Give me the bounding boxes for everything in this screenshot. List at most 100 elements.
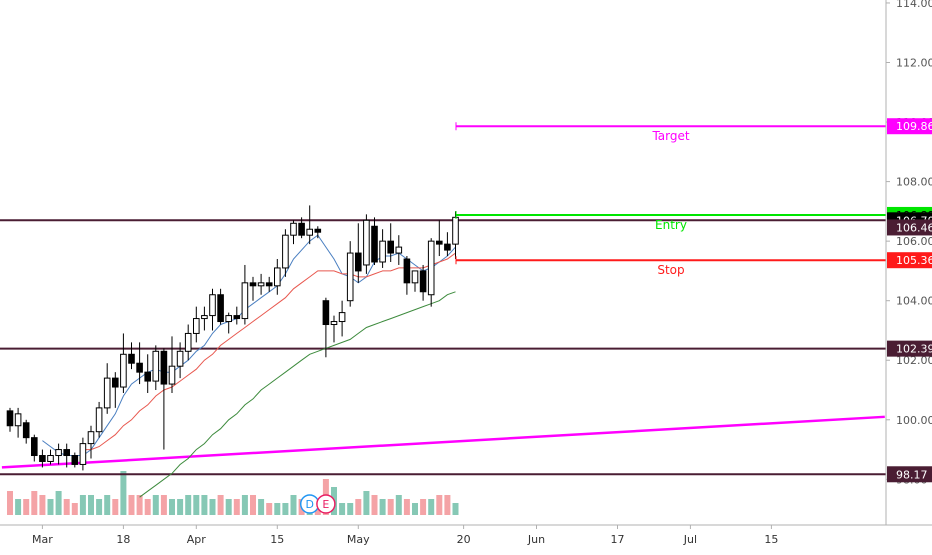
- candle: [419, 264, 427, 301]
- volume-bar: [88, 495, 94, 515]
- candle-body: [330, 321, 338, 326]
- volume-bar: [71, 503, 78, 515]
- volume-bar: [266, 503, 273, 515]
- candle: [144, 354, 151, 393]
- candle-body: [346, 252, 354, 302]
- x-tick-label: Jul: [683, 533, 697, 546]
- candle: [95, 401, 103, 438]
- candle: [395, 235, 403, 265]
- candle-body: [387, 240, 394, 254]
- volume-bar: [444, 495, 451, 515]
- moving-averages: [42, 234, 456, 498]
- candle-body: [233, 315, 241, 320]
- volume-bar: [379, 499, 386, 515]
- candle-body: [136, 362, 143, 373]
- price-label-text: 109.86: [896, 120, 932, 133]
- y-tick-label: 106.00: [896, 235, 932, 248]
- price-label-text: 98.17: [896, 468, 928, 481]
- event-marker[interactable]: D: [299, 494, 320, 514]
- candle: [201, 306, 208, 331]
- candle: [152, 345, 160, 391]
- candle-body: [282, 234, 289, 269]
- candle: [176, 342, 184, 379]
- price-label: 102.39: [887, 340, 932, 357]
- volume-bar: [128, 495, 135, 515]
- price-labels: 109.86106.88106.70106.46105.36102.3998.1…: [887, 118, 932, 483]
- candle-body: [31, 437, 38, 457]
- event-marker-letter: D: [305, 498, 313, 511]
- volume-bar: [420, 499, 427, 515]
- x-tick-label: 15: [764, 533, 778, 546]
- trendline-group: [1, 415, 885, 469]
- volume-bar: [436, 495, 443, 515]
- candle-body: [217, 294, 224, 323]
- volume-bar: [412, 503, 418, 515]
- volume-bar: [282, 503, 289, 515]
- candle-body: [436, 240, 443, 245]
- candle-body: [87, 431, 95, 445]
- price-label-bg: [887, 219, 932, 236]
- candle: [63, 443, 71, 468]
- volume-bar: [241, 495, 248, 515]
- trade-levels[interactable]: Target Entry Stop: [455, 122, 886, 277]
- x-tick-label: 20: [457, 533, 471, 546]
- candle: [47, 449, 54, 465]
- candle-body: [95, 407, 103, 433]
- y-tick-label: 114.00: [896, 0, 932, 10]
- candle-body: [79, 443, 87, 465]
- volume-bar: [144, 499, 151, 515]
- candle: [314, 226, 322, 239]
- volume-bar: [63, 499, 70, 515]
- volume-bar: [347, 503, 354, 515]
- volume-bar: [290, 495, 297, 515]
- candle: [265, 276, 273, 292]
- candle: [436, 220, 443, 257]
- volume-bar: [403, 499, 410, 515]
- candle-body: [322, 300, 330, 326]
- candle-body: [249, 282, 257, 287]
- volume-bar: [177, 499, 184, 515]
- candle: [22, 419, 30, 444]
- volume-bar: [395, 495, 402, 515]
- candle-body: [427, 240, 435, 296]
- volume-bar: [47, 499, 54, 515]
- candle: [371, 217, 378, 265]
- candle-body: [241, 282, 249, 320]
- candle: [346, 241, 354, 307]
- candle-body: [14, 413, 22, 427]
- candle-body: [152, 350, 160, 382]
- x-tick-label: Jun: [527, 533, 545, 546]
- candle: [79, 437, 87, 471]
- volume-bar: [169, 499, 175, 515]
- price-label-bg: [887, 118, 932, 135]
- y-tick-label: 108.00: [896, 176, 932, 189]
- trade-level-label: Target: [651, 129, 689, 143]
- volume-bar: [209, 499, 216, 515]
- candle-body: [63, 449, 71, 457]
- candle-body: [128, 353, 135, 364]
- candle: [379, 229, 386, 268]
- candle-body: [395, 246, 403, 254]
- candle: [193, 306, 200, 343]
- candle: [322, 297, 330, 358]
- event-marker[interactable]: E: [316, 494, 336, 514]
- candle-body: [120, 353, 127, 388]
- y-tick-label: 112.00: [896, 57, 932, 70]
- candle-body: [452, 216, 459, 245]
- candle-body: [201, 315, 208, 320]
- volume-bar: [363, 491, 370, 515]
- candle-body: [176, 350, 184, 367]
- y-tick-label: 100.00: [896, 414, 932, 427]
- moving-average-line-2: [82, 252, 456, 451]
- candle: [120, 333, 127, 393]
- horizontal-levels: [0, 219, 886, 476]
- candle: [128, 342, 135, 370]
- y-tick-label: 102.00: [896, 354, 932, 367]
- candle-body: [419, 270, 427, 293]
- candle-body: [103, 377, 111, 409]
